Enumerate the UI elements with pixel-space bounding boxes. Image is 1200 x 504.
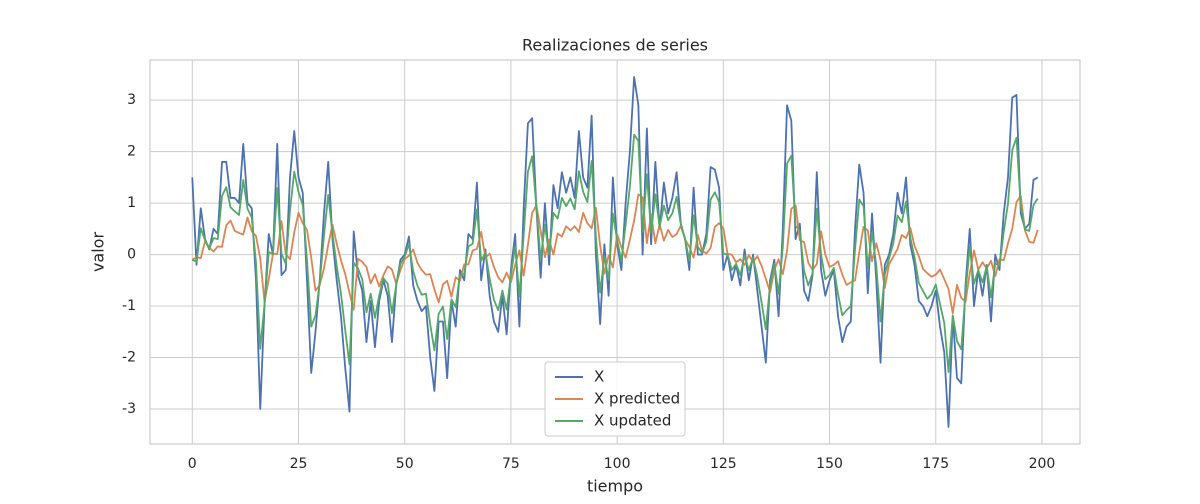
series-line — [191, 76, 1039, 428]
x-tick-label: 200 — [1029, 456, 1056, 472]
chart-title: Realizaciones de series — [522, 36, 708, 55]
x-tick-label: 125 — [710, 456, 737, 472]
y-tick-label: 1 — [127, 195, 136, 211]
y-tick-label: -2 — [122, 350, 136, 366]
series-line — [191, 193, 1039, 315]
series-line — [191, 133, 1039, 373]
x-tick-label: 50 — [396, 456, 414, 472]
x-axis-label: tiempo — [587, 477, 643, 496]
legend-label: X updated — [594, 412, 671, 430]
legend: X X predicted X updated — [544, 361, 686, 437]
x-tick-label: 25 — [290, 456, 308, 472]
y-tick-label: 3 — [127, 92, 136, 108]
plot-frame — [149, 59, 1081, 445]
y-tick-label: -3 — [122, 401, 136, 417]
legend-label: X predicted — [594, 390, 680, 408]
y-axis-label: valor — [89, 232, 108, 273]
legend-box — [544, 361, 686, 437]
x-tick-label: 0 — [188, 456, 197, 472]
x-tick-label: 150 — [816, 456, 843, 472]
x-tick-label: 175 — [922, 456, 949, 472]
y-tick-label: -1 — [122, 298, 136, 314]
x-tick-label: 100 — [604, 456, 631, 472]
legend-label: X — [594, 368, 604, 386]
y-tick-label: 2 — [127, 144, 136, 160]
y-tick-label: 0 — [127, 247, 136, 263]
x-tick-label: 75 — [502, 456, 520, 472]
